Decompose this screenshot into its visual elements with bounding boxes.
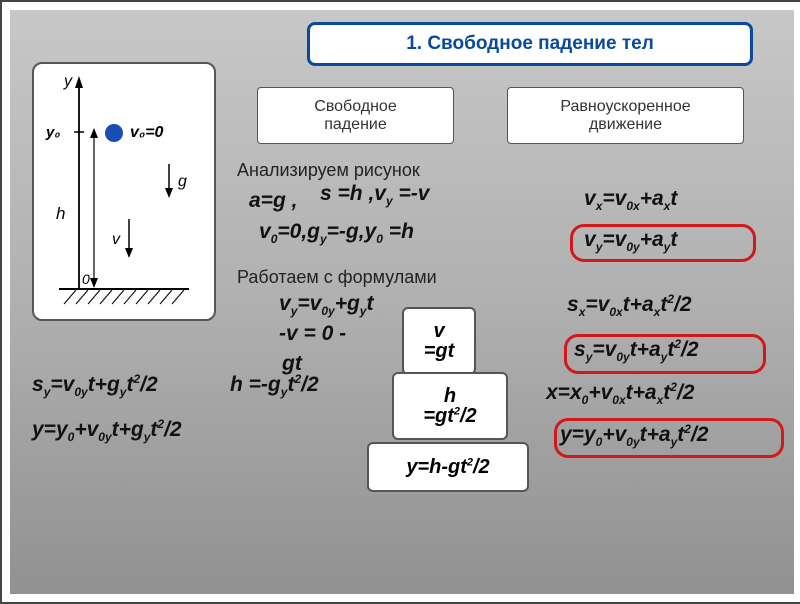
f-vy: vy=v0y+gyt [279, 292, 373, 318]
ball [105, 124, 123, 142]
highlight-ring [564, 334, 766, 374]
result-text: y=h-gt2/2 [406, 456, 489, 479]
result-text: h [444, 386, 456, 406]
diagram-svg: y y₀ h v₀=0 g v 0 [34, 64, 214, 319]
v-label: v [112, 231, 121, 248]
zero-label: 0 [82, 271, 90, 287]
result-h: h=gt2/2 [392, 372, 508, 440]
f-neg-v: -v = 0 - [279, 322, 346, 346]
result-text: v [433, 321, 444, 341]
subbox-freefall: Свободное падение [257, 87, 454, 144]
f-sx: sx=v0xt+axt2/2 [567, 292, 692, 319]
result-y: y=h-gt2/2 [367, 442, 529, 492]
f-hg: h =-gyt2/2 [230, 372, 319, 399]
f-x: x=x0+v0xt+axt2/2 [546, 380, 694, 407]
result-v: v=gt [402, 307, 476, 375]
y-axis-label: y [63, 73, 73, 90]
freefall-diagram: y y₀ h v₀=0 g v 0 [32, 62, 216, 321]
v0-label: v₀=0 [130, 124, 164, 141]
subbox-line: падение [324, 116, 386, 134]
subbox-line: Равноускоренное [560, 98, 690, 116]
subbox-line: движение [589, 116, 662, 134]
f-v0: v0=0,gy=-g,y0 =h [259, 220, 414, 246]
f-y: y=y0+v0yt+gyt2/2 [32, 417, 182, 444]
result-text: =gt [424, 341, 455, 361]
highlight-ring [554, 418, 784, 458]
label-analyze: Анализируем рисунок [237, 160, 420, 181]
g-label: g [178, 173, 187, 190]
label-work: Работаем с формулами [237, 267, 437, 288]
title-text: 1. Свободное падение тел [406, 33, 654, 55]
f-ag: a=g , [249, 189, 297, 213]
f-vx: vx=v0x+axt [584, 187, 677, 213]
f-sy: sy=v0yt+gyt2/2 [32, 372, 158, 399]
subbox-uniform: Равноускоренное движение [507, 87, 744, 144]
result-text: =gt2/2 [423, 406, 476, 426]
f-svh: s =h ,vy =-v [320, 182, 429, 208]
title-box: 1. Свободное падение тел [307, 22, 753, 66]
h-label: h [56, 204, 65, 223]
physics-slide: 1. Свободное падение тел Свободное паден… [0, 0, 800, 604]
y0-label: y₀ [45, 124, 60, 141]
subbox-line: Свободное [314, 98, 396, 116]
highlight-ring [570, 224, 756, 262]
